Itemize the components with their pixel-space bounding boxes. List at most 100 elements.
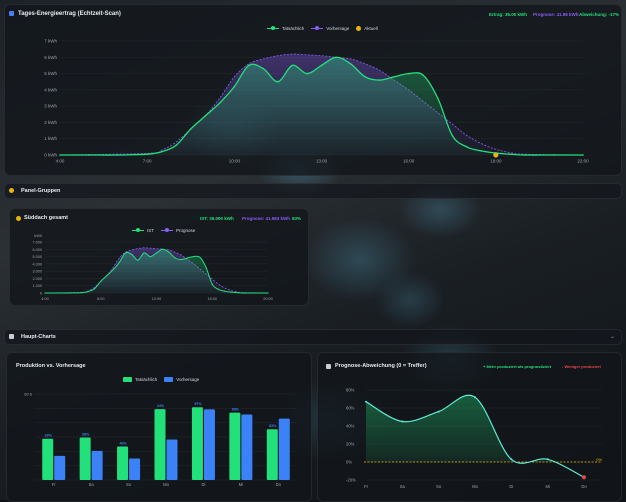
deviation-point bbox=[474, 396, 476, 399]
actual-point bbox=[242, 292, 244, 294]
zero-line-label: 0% bbox=[596, 457, 602, 462]
x-tick-label: 8:00 bbox=[97, 297, 104, 301]
legend-actual-swatch bbox=[267, 26, 279, 30]
bar-forecast bbox=[54, 455, 66, 480]
suedach-chart: 0 1.000 2.000 3.000 4.000 5.000 6.000 7.000 4:00… bbox=[32, 234, 273, 301]
y-tick-label: 4 kWh bbox=[44, 87, 57, 92]
production-bar-chart: 69.6 33% Fr 38% Sa 46% So 24% Mo 97% Di 89% Mi 83% Do bbox=[24, 392, 297, 487]
bar-actual bbox=[79, 437, 91, 480]
actual-point bbox=[81, 292, 83, 294]
stat-prognose: Prognose: 41.98 kWh bbox=[533, 12, 579, 17]
actual-point bbox=[262, 67, 265, 70]
actual-point bbox=[199, 256, 201, 258]
production-title: Produktion vs. Vorhersage bbox=[16, 363, 86, 369]
actual-point bbox=[393, 76, 395, 78]
actual-point bbox=[44, 292, 46, 294]
actual-point bbox=[480, 150, 483, 152]
y-tick-label: 5.000 bbox=[32, 255, 42, 259]
x-tick-label: Mi bbox=[239, 482, 243, 487]
bar-actual bbox=[229, 412, 241, 480]
actual-point bbox=[131, 253, 133, 255]
legend-bar-actual[interactable]: Tatsächlich bbox=[135, 377, 158, 382]
x-tick-label: Mo bbox=[472, 484, 478, 489]
bar-forecast bbox=[129, 458, 141, 480]
suedach-stat-pct: 83% bbox=[292, 216, 302, 221]
deviation-line-chart: -20% 0% 20% 40% 60% 80% 0% Fr Sa So Mo Di Mi Do bbox=[346, 388, 602, 490]
actual-point bbox=[224, 290, 226, 292]
deviation-card: Prognose-Abweichung (0 = Treffer) + Mehr… bbox=[317, 352, 622, 502]
actual-point bbox=[248, 64, 250, 67]
actual-area bbox=[45, 249, 268, 294]
actual-point bbox=[230, 291, 232, 293]
x-tick-label: 20:00 bbox=[263, 297, 273, 301]
legend-actual[interactable]: Tatsächlich bbox=[282, 26, 305, 31]
bar-forecast bbox=[91, 450, 103, 480]
actual-point bbox=[204, 115, 207, 117]
panel-groups-title: Panel-Gruppen bbox=[21, 188, 61, 194]
main-charts-header[interactable]: Haupt-Charts ⌄ bbox=[4, 329, 622, 345]
bar-actual bbox=[117, 446, 129, 480]
actual-point bbox=[205, 266, 207, 269]
actual-point bbox=[112, 269, 114, 271]
deviation-point bbox=[546, 458, 549, 461]
actual-point bbox=[582, 154, 584, 156]
y-tick-label: 20% bbox=[346, 442, 355, 447]
actual-point bbox=[117, 154, 119, 156]
actual-point bbox=[100, 280, 102, 282]
actual-point bbox=[291, 64, 294, 67]
y-tick-label: 4.000 bbox=[32, 262, 42, 266]
daily-yield-title: Tages-Energieertrag (Echtzeit-Scan) bbox=[18, 11, 121, 17]
actual-point bbox=[277, 80, 279, 83]
collapse-chevron-icon[interactable]: ⌄ bbox=[609, 334, 615, 340]
y-tick-label: 6 kWh bbox=[44, 55, 57, 60]
actual-point bbox=[553, 154, 555, 156]
legend-ist[interactable]: IST bbox=[147, 228, 155, 233]
actual-point bbox=[168, 251, 170, 253]
x-tick-label: Fr bbox=[364, 484, 369, 489]
bar-forecast bbox=[203, 409, 215, 480]
actual-point bbox=[465, 146, 468, 148]
bar-forecast bbox=[278, 418, 290, 480]
legend-current[interactable]: Aktuell bbox=[364, 26, 378, 31]
actual-point bbox=[451, 134, 454, 137]
main-charts-title: Haupt-Charts bbox=[21, 334, 56, 340]
deviation-point bbox=[365, 400, 367, 403]
actual-point bbox=[146, 153, 148, 155]
actual-point bbox=[137, 259, 139, 261]
panel-groups-icon bbox=[9, 188, 14, 193]
bar-actual bbox=[42, 438, 54, 480]
deviation-point bbox=[510, 458, 513, 461]
actual-point bbox=[174, 257, 176, 259]
actual-point bbox=[186, 257, 189, 259]
actual-point bbox=[219, 102, 221, 104]
x-tick-label: 16:00 bbox=[403, 159, 415, 164]
actual-point bbox=[236, 292, 238, 294]
deviation-legend-more: + Mehr produziert als prognostiziert bbox=[483, 364, 552, 369]
y-tick-label: 6.000 bbox=[32, 248, 42, 252]
y-tick-label: 3 kWh bbox=[44, 104, 57, 109]
x-tick-label: 4:00 bbox=[41, 297, 48, 301]
bar-forecast bbox=[241, 414, 253, 480]
actual-point bbox=[211, 283, 213, 285]
legend-bar-forecast[interactable]: Vorhersage bbox=[176, 377, 200, 382]
actual-point bbox=[217, 288, 220, 290]
forecast-line bbox=[44, 247, 269, 294]
legend-prognose[interactable]: Prognose bbox=[176, 228, 196, 233]
y-tick-label: 0% bbox=[346, 460, 352, 465]
daily-yield-chart: 0 kWh 1 kWh 2 kWh 3 kWh 4 kWh 5 kWh 6 kWh 7 kWh… bbox=[44, 39, 589, 164]
actual-point bbox=[189, 128, 192, 130]
deviation-point bbox=[401, 420, 404, 423]
actual-point bbox=[267, 292, 269, 294]
deviation-chart-icon bbox=[326, 364, 331, 369]
panel-groups-header[interactable]: Panel-Gruppen bbox=[4, 183, 622, 199]
x-tick-label: 7:00 bbox=[143, 159, 152, 164]
actual-point bbox=[106, 274, 108, 277]
bar-data-label: 24% bbox=[157, 404, 165, 408]
actual-point bbox=[320, 64, 323, 67]
actual-point bbox=[175, 144, 178, 147]
daily-yield-panel: Tages-Energieertrag (Echtzeit-Scan) Ertr… bbox=[4, 4, 622, 176]
legend-forecast[interactable]: Vorhersage bbox=[326, 26, 350, 31]
legend-bar-actual-swatch bbox=[123, 377, 132, 382]
actual-point bbox=[422, 74, 424, 76]
y-tick-label: 69.6 bbox=[24, 392, 33, 397]
